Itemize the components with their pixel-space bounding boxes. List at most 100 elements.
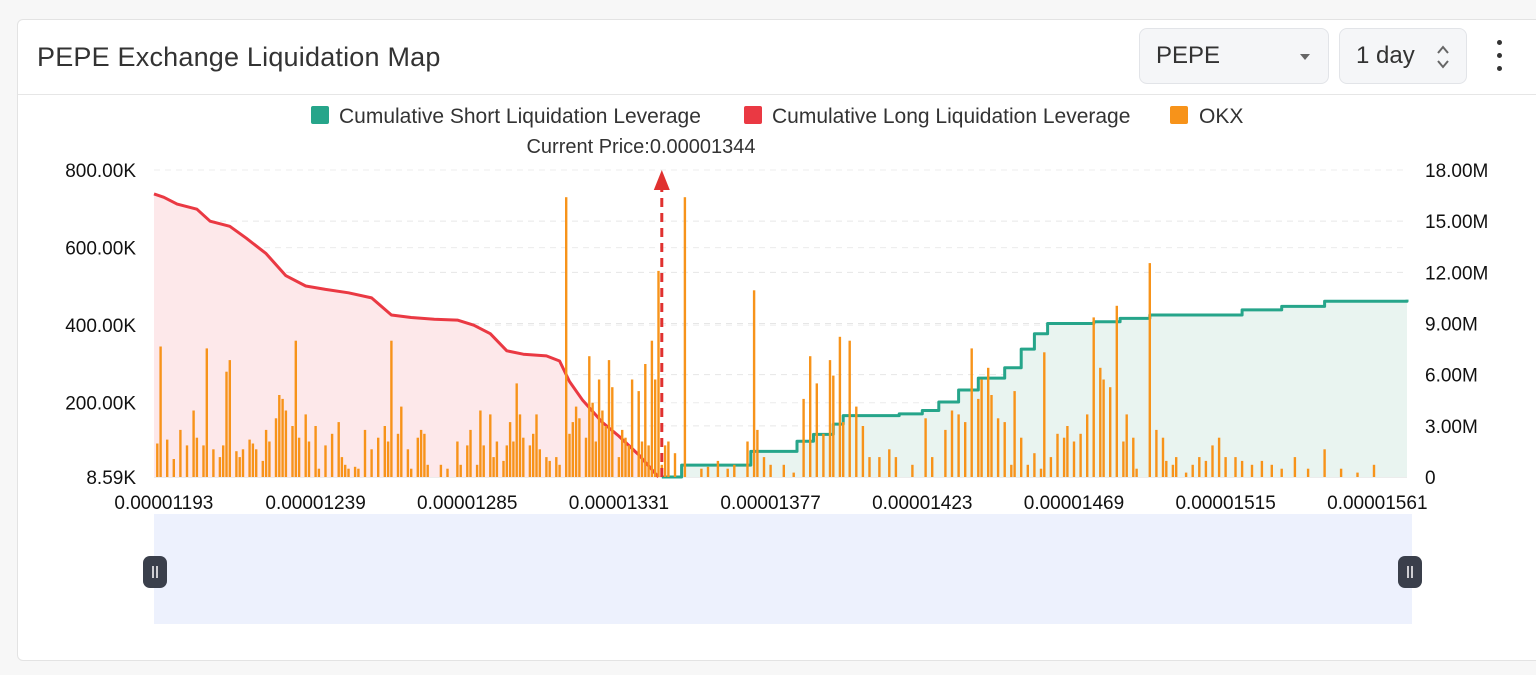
okx-bar[interactable]	[1102, 379, 1105, 478]
okx-bar[interactable]	[706, 466, 710, 477]
okx-bar[interactable]	[426, 464, 429, 477]
okx-bar[interactable]	[996, 418, 1000, 477]
okx-bar[interactable]	[241, 449, 245, 477]
okx-bar[interactable]	[185, 445, 189, 477]
okx-bar[interactable]	[377, 437, 380, 477]
okx-bar[interactable]	[192, 410, 195, 478]
okx-bar[interactable]	[1323, 449, 1326, 477]
okx-bar[interactable]	[802, 398, 805, 477]
okx-bar[interactable]	[733, 464, 736, 477]
okx-bar[interactable]	[324, 445, 327, 477]
okx-bar[interactable]	[1306, 468, 1310, 477]
okx-bar[interactable]	[1039, 468, 1043, 477]
okx-bar[interactable]	[386, 441, 390, 478]
legend-swatch-okx[interactable]	[1170, 106, 1188, 124]
okx-bar[interactable]	[446, 468, 449, 477]
okx-bar[interactable]	[370, 449, 373, 477]
okx-bar[interactable]	[950, 410, 954, 478]
okx-bar[interactable]	[911, 464, 914, 477]
okx-bar[interactable]	[1280, 468, 1283, 477]
okx-bar[interactable]	[344, 464, 347, 477]
okx-bar[interactable]	[353, 466, 357, 477]
okx-bar[interactable]	[195, 437, 199, 477]
coin-select[interactable]: PEPE	[1139, 28, 1329, 84]
okx-bar[interactable]	[667, 441, 670, 478]
okx-bar[interactable]	[489, 414, 492, 477]
okx-bar[interactable]	[611, 387, 614, 477]
okx-bar[interactable]	[251, 443, 255, 478]
okx-bar[interactable]	[977, 398, 980, 477]
okx-bar[interactable]	[1250, 464, 1254, 477]
zoom-handle-right[interactable]	[1398, 556, 1422, 588]
okx-bar[interactable]	[317, 468, 321, 477]
more-options-icon[interactable]	[1486, 36, 1514, 76]
okx-bar[interactable]	[363, 429, 367, 477]
okx-bar[interactable]	[647, 445, 650, 477]
okx-bar[interactable]	[1020, 437, 1023, 477]
okx-bar[interactable]	[1033, 453, 1036, 477]
okx-bar[interactable]	[469, 429, 472, 477]
okx-bar[interactable]	[584, 437, 588, 477]
okx-bar[interactable]	[456, 441, 459, 478]
okx-bar[interactable]	[878, 457, 881, 477]
okx-bar[interactable]	[888, 449, 891, 477]
zoom-slider-track[interactable]	[154, 514, 1412, 624]
okx-bar[interactable]	[627, 445, 630, 477]
okx-bar[interactable]	[650, 340, 654, 477]
okx-bar[interactable]	[284, 410, 288, 478]
okx-bar[interactable]	[716, 460, 720, 477]
okx-bar[interactable]	[1184, 472, 1188, 477]
okx-bar[interactable]	[637, 391, 640, 477]
okx-bar[interactable]	[528, 445, 532, 477]
okx-bar[interactable]	[406, 449, 410, 477]
okx-bar[interactable]	[663, 445, 667, 477]
okx-bar[interactable]	[1171, 464, 1175, 477]
okx-bar[interactable]	[274, 418, 278, 477]
okx-bar[interactable]	[970, 348, 973, 477]
okx-bar[interactable]	[205, 348, 208, 477]
okx-bar[interactable]	[944, 429, 947, 477]
okx-bar[interactable]	[179, 429, 182, 477]
okx-bar[interactable]	[225, 371, 228, 477]
okx-bar[interactable]	[294, 340, 297, 477]
okx-bar[interactable]	[746, 441, 749, 478]
okx-bar[interactable]	[848, 340, 851, 477]
okx-bar[interactable]	[980, 379, 983, 478]
okx-bar[interactable]	[400, 406, 403, 477]
okx-bar[interactable]	[248, 439, 251, 477]
okx-bar[interactable]	[502, 460, 505, 477]
okx-bar[interactable]	[558, 464, 561, 477]
okx-bar[interactable]	[591, 402, 594, 477]
okx-bar[interactable]	[423, 433, 426, 477]
okx-bar[interactable]	[565, 197, 568, 477]
okx-bar[interactable]	[1099, 367, 1102, 477]
okx-bar[interactable]	[1132, 437, 1135, 477]
okx-bar[interactable]	[535, 414, 538, 477]
legend-swatch-long[interactable]	[744, 106, 762, 124]
okx-bar[interactable]	[1211, 445, 1214, 477]
okx-bar[interactable]	[630, 379, 634, 478]
okx-bar[interactable]	[202, 445, 205, 477]
okx-bar[interactable]	[515, 383, 518, 477]
okx-bar[interactable]	[482, 445, 485, 477]
okx-bar[interactable]	[644, 364, 647, 477]
okx-bar[interactable]	[508, 422, 512, 477]
okx-bar[interactable]	[957, 414, 960, 477]
okx-bar[interactable]	[607, 360, 611, 477]
okx-bar[interactable]	[621, 429, 624, 477]
okx-bar[interactable]	[617, 457, 621, 477]
okx-bar[interactable]	[894, 457, 898, 477]
okx-bar[interactable]	[357, 468, 360, 477]
okx-bar[interactable]	[762, 457, 766, 477]
okx-bar[interactable]	[1062, 437, 1066, 477]
okx-bar[interactable]	[1175, 457, 1178, 477]
okx-bar[interactable]	[1191, 464, 1194, 477]
okx-bar[interactable]	[640, 441, 644, 478]
legend-label-short[interactable]: Cumulative Short Liquidation Leverage	[339, 105, 701, 128]
okx-bar[interactable]	[439, 464, 443, 477]
okx-bar[interactable]	[238, 457, 241, 477]
okx-bar[interactable]	[166, 439, 169, 477]
okx-bar[interactable]	[1293, 457, 1297, 477]
okx-bar[interactable]	[1049, 457, 1053, 477]
okx-bar[interactable]	[1092, 317, 1095, 477]
